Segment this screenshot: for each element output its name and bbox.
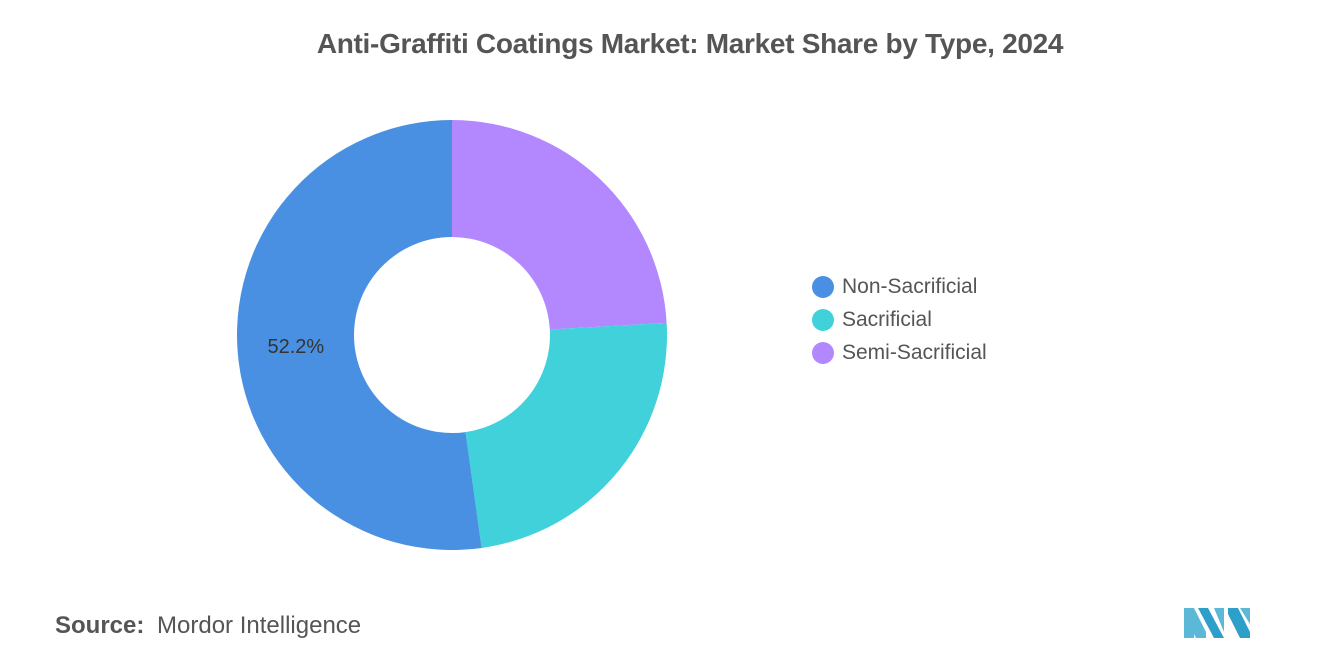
source-text: Mordor Intelligence — [157, 612, 362, 639]
legend-label: Sacrificial — [842, 307, 932, 331]
legend-item-sacrificial[interactable]: Sacrificial — [812, 303, 987, 336]
chart-title: Anti-Graffiti Coatings Market: Market Sh… — [316, 28, 1064, 59]
slice-semi-sacrificial[interactable] — [452, 120, 667, 330]
legend-item-semi-sacrificial[interactable]: Semi-Sacrificial — [812, 336, 987, 369]
data-label-non-sacrificial: 52.2% — [268, 336, 325, 358]
legend: Non-Sacrificial Sacrificial Semi-Sacrifi… — [812, 270, 987, 369]
legend-swatch — [812, 341, 834, 364]
source-note: Source: Mordor Intelligence — [55, 612, 361, 640]
mordor-intelligence-logo-icon — [1184, 608, 1250, 638]
legend-item-non-sacrificial[interactable]: Non-Sacrificial — [812, 270, 987, 303]
slice-sacrificial[interactable] — [465, 322, 667, 548]
source-label: Source: — [55, 612, 145, 639]
legend-swatch — [812, 275, 834, 298]
slice-non-sacrificial[interactable] — [236, 120, 482, 550]
legend-label: Non-Sacrificial — [842, 274, 978, 298]
legend-label: Semi-Sacrificial — [842, 340, 987, 364]
legend-swatch — [812, 308, 834, 331]
